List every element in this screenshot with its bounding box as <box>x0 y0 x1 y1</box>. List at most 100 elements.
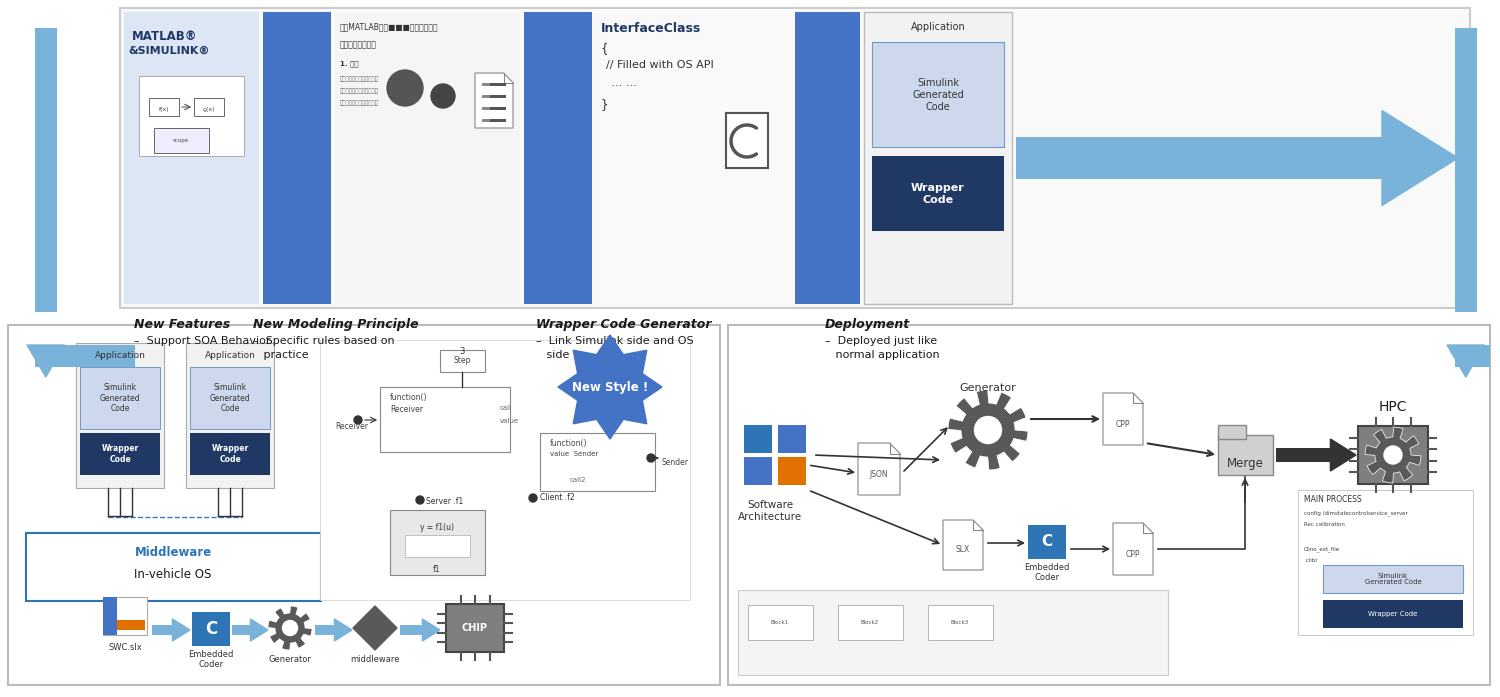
Bar <box>778 457 806 485</box>
Bar <box>748 605 813 640</box>
Text: In-vehicle OS: In-vehicle OS <box>135 569 212 581</box>
Text: value  Sender: value Sender <box>550 451 598 457</box>
Polygon shape <box>1330 439 1356 471</box>
Text: Middleware: Middleware <box>135 546 212 560</box>
Bar <box>34 260 57 312</box>
Text: call2: call2 <box>570 477 586 483</box>
Bar <box>839 605 903 640</box>
Text: 基于MATLAB开发■■■应用软件的建: 基于MATLAB开发■■■应用软件的建 <box>340 22 438 31</box>
Text: value: value <box>500 418 519 424</box>
Text: Client .f2: Client .f2 <box>540 493 574 502</box>
Text: Simulink
Generated
Code: Simulink Generated Code <box>99 383 141 413</box>
Text: side: side <box>536 350 570 360</box>
Text: Rec calibration: Rec calibration <box>1304 522 1346 527</box>
Bar <box>104 597 117 635</box>
Bar <box>744 457 772 485</box>
Text: HPC: HPC <box>1378 400 1407 414</box>
Text: New Style !: New Style ! <box>572 381 648 394</box>
Text: JSON: JSON <box>870 470 888 479</box>
Text: Deployment: Deployment <box>825 318 910 331</box>
Bar <box>482 119 490 122</box>
Bar <box>596 12 790 304</box>
Bar <box>186 343 274 488</box>
Text: y = f1(u): y = f1(u) <box>420 523 454 532</box>
Circle shape <box>430 84 454 108</box>
Text: 3: 3 <box>459 347 465 356</box>
Bar <box>482 107 490 110</box>
Polygon shape <box>1102 393 1143 445</box>
Bar <box>152 625 172 635</box>
Text: SWC.slx: SWC.slx <box>108 643 142 652</box>
Text: 文档内容说明文档内容说明: 文档内容说明文档内容说明 <box>340 76 380 82</box>
Bar <box>482 95 490 98</box>
Bar <box>1028 525 1066 559</box>
Text: Merge: Merge <box>1227 457 1263 470</box>
Bar <box>1276 447 1330 462</box>
Bar <box>1218 425 1246 439</box>
Text: Wrapper
Code: Wrapper Code <box>211 444 249 464</box>
Polygon shape <box>423 619 439 641</box>
Polygon shape <box>1113 523 1154 575</box>
Text: Wrapper
Code: Wrapper Code <box>102 444 138 464</box>
Bar <box>262 12 332 304</box>
Bar <box>76 343 164 488</box>
Text: Block2: Block2 <box>861 620 879 625</box>
Bar <box>795 12 859 304</box>
Bar <box>315 625 334 635</box>
Polygon shape <box>352 606 398 650</box>
Text: normal application: normal application <box>825 350 939 360</box>
Text: Application: Application <box>94 351 146 360</box>
Circle shape <box>646 454 656 462</box>
Bar <box>726 113 768 168</box>
Bar <box>540 433 656 491</box>
Text: SLX: SLX <box>956 546 970 555</box>
Bar <box>871 156 1004 231</box>
Bar <box>117 620 146 630</box>
Circle shape <box>387 70 423 106</box>
Text: C: C <box>206 620 218 638</box>
Bar <box>1323 565 1462 593</box>
Bar <box>34 288 57 309</box>
Text: Simulink
Generated
Code: Simulink Generated Code <box>210 383 251 413</box>
Text: f1: f1 <box>433 565 441 574</box>
Bar <box>482 95 506 98</box>
Bar <box>120 8 1470 308</box>
Text: CHIP: CHIP <box>462 623 488 633</box>
Bar <box>154 128 209 153</box>
Text: .clibr: .clibr <box>1304 558 1317 563</box>
Polygon shape <box>334 619 352 641</box>
Bar <box>482 83 490 86</box>
Bar <box>744 425 772 453</box>
Bar <box>232 625 250 635</box>
Bar <box>190 433 270 475</box>
Text: MAIN PROCESS: MAIN PROCESS <box>1304 495 1362 504</box>
Bar <box>1323 600 1462 628</box>
Text: Wrapper Code: Wrapper Code <box>1368 611 1417 617</box>
Circle shape <box>530 494 537 502</box>
Bar <box>864 12 1012 304</box>
Circle shape <box>1384 446 1402 464</box>
Polygon shape <box>476 73 513 128</box>
Bar <box>1016 137 1382 179</box>
Text: Application: Application <box>910 22 966 32</box>
Text: Wrapper Code Generator: Wrapper Code Generator <box>536 318 711 331</box>
Text: call: call <box>500 405 512 411</box>
Text: function(): function() <box>390 393 427 402</box>
Bar <box>738 590 1168 675</box>
Bar <box>400 625 423 635</box>
Text: practice: practice <box>254 350 309 360</box>
Polygon shape <box>27 345 64 377</box>
Bar <box>728 325 1490 685</box>
Circle shape <box>975 417 1002 443</box>
Text: Block1: Block1 <box>771 620 789 625</box>
Bar <box>124 12 260 304</box>
Bar <box>148 98 178 116</box>
Text: Clino_ext_file: Clino_ext_file <box>1304 546 1340 552</box>
Text: Simulink
Generated
Code: Simulink Generated Code <box>912 78 964 112</box>
Text: scope: scope <box>172 137 189 142</box>
Bar <box>1455 260 1476 312</box>
Text: C: C <box>1041 535 1053 549</box>
Bar <box>194 98 224 116</box>
Text: New Features: New Features <box>134 318 231 331</box>
Text: –  Link Simulink side and OS: – Link Simulink side and OS <box>536 336 693 346</box>
